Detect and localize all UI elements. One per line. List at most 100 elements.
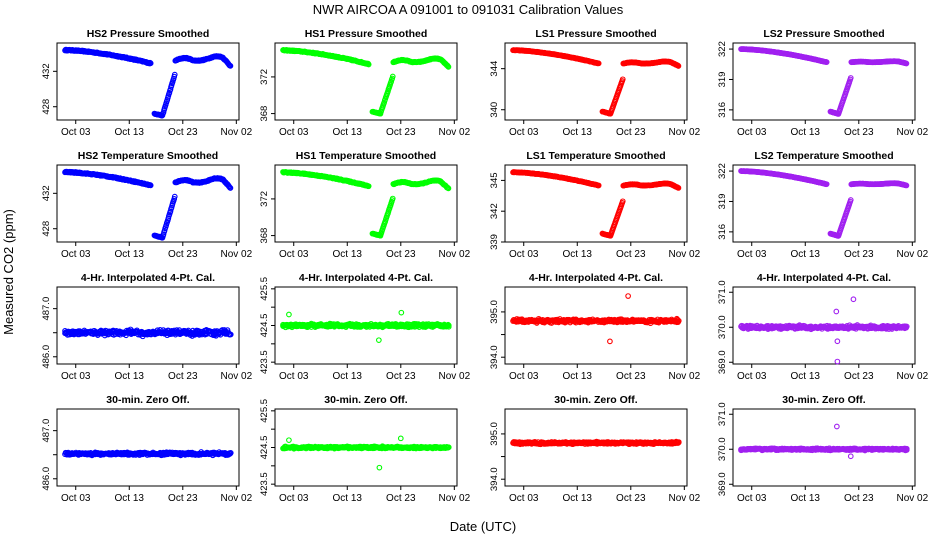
- x-tick-label: Oct 03: [61, 371, 91, 382]
- data-points: [511, 170, 681, 238]
- y-tick-label: 340: [489, 102, 500, 118]
- y-tick-label: 432: [41, 63, 52, 79]
- x-tick-label: Oct 03: [509, 493, 539, 504]
- panel-title: LS1 Temperature Smoothed: [526, 150, 665, 162]
- data-point: [377, 338, 382, 343]
- x-tick-label: Oct 13: [333, 127, 363, 138]
- plot-frame: [505, 409, 687, 486]
- x-tick-label: Oct 13: [791, 127, 821, 138]
- plot-frame: [57, 409, 239, 486]
- panel-title: 4-Hr. Interpolated 4-Pt. Cal.: [81, 272, 215, 284]
- data-point: [398, 436, 403, 441]
- x-tick-label: Nov 02: [220, 127, 252, 138]
- x-tick-label: Oct 13: [563, 127, 593, 138]
- y-tick-label: 342: [489, 203, 500, 219]
- panel-title: 30-min. Zero Off.: [324, 394, 408, 406]
- x-tick-label: Oct 13: [333, 249, 363, 260]
- data-point: [834, 309, 839, 314]
- x-tick-label: Oct 23: [168, 371, 198, 382]
- data-points: [739, 297, 909, 364]
- plot-frame: [505, 287, 687, 364]
- panel-title: 30-min. Zero Off.: [554, 394, 638, 406]
- y-tick-label: 370.0: [717, 315, 728, 339]
- x-tick-label: Oct 23: [168, 493, 198, 504]
- data-point: [377, 465, 382, 470]
- x-tick-label: Oct 23: [844, 371, 874, 382]
- x-tick-label: Oct 03: [509, 127, 539, 138]
- x-tick-label: Oct 23: [386, 249, 416, 260]
- y-tick-label: 344: [489, 61, 500, 77]
- x-tick-label: Oct 03: [737, 371, 767, 382]
- panel-title: 4-Hr. Interpolated 4-Pt. Cal.: [757, 272, 891, 284]
- x-tick-label: Oct 13: [333, 493, 363, 504]
- y-tick-label: 372: [259, 191, 270, 207]
- x-tick-label: Oct 23: [616, 493, 646, 504]
- x-tick-label: Oct 23: [616, 127, 646, 138]
- x-tick-label: Oct 13: [115, 127, 145, 138]
- x-tick-label: Oct 13: [115, 493, 145, 504]
- x-tick-label: Oct 23: [844, 249, 874, 260]
- x-tick-label: Oct 23: [616, 249, 646, 260]
- x-tick-label: Oct 13: [563, 371, 593, 382]
- plot-frame: [733, 165, 915, 242]
- data-points: [63, 327, 233, 339]
- y-tick-label: 423.5: [259, 350, 270, 374]
- y-tick-label: 339: [489, 234, 500, 250]
- x-tick-label: Nov 02: [438, 371, 470, 382]
- y-tick-label: 368: [259, 106, 270, 122]
- x-tick-label: Oct 13: [791, 249, 821, 260]
- x-tick-label: Oct 03: [737, 249, 767, 260]
- x-tick-label: Oct 23: [386, 371, 416, 382]
- panel-title: HS1 Temperature Smoothed: [296, 150, 436, 162]
- data-point: [608, 339, 613, 344]
- panel-title: LS1 Pressure Smoothed: [535, 28, 656, 40]
- data-points: [739, 47, 909, 117]
- x-tick-label: Oct 13: [563, 493, 593, 504]
- x-tick-label: Oct 23: [844, 127, 874, 138]
- x-tick-label: Oct 03: [279, 127, 309, 138]
- y-tick-label: 487.0: [41, 419, 52, 443]
- plot-frame: [733, 43, 915, 120]
- x-tick-label: Oct 03: [61, 249, 91, 260]
- x-tick-label: Oct 03: [509, 371, 539, 382]
- data-points: [281, 170, 451, 238]
- y-tick-label: 372: [259, 69, 270, 85]
- data-points: [281, 310, 451, 342]
- x-tick-label: Nov 02: [438, 493, 470, 504]
- x-tick-label: Nov 02: [896, 249, 928, 260]
- x-tick-label: Oct 03: [61, 493, 91, 504]
- y-tick-label: 487.0: [41, 297, 52, 321]
- x-tick-label: Oct 03: [279, 371, 309, 382]
- x-tick-label: Nov 02: [438, 127, 470, 138]
- x-tick-label: Nov 02: [668, 127, 700, 138]
- x-tick-label: Nov 02: [668, 249, 700, 260]
- x-tick-label: Nov 02: [896, 371, 928, 382]
- panel-title: LS2 Pressure Smoothed: [763, 28, 884, 40]
- data-point: [626, 294, 631, 299]
- y-tick-label: 424.5: [259, 314, 270, 338]
- data-points: [63, 169, 233, 240]
- x-tick-label: Oct 23: [168, 127, 198, 138]
- x-tick-label: Nov 02: [220, 371, 252, 382]
- x-tick-label: Oct 03: [509, 249, 539, 260]
- y-tick-label: 428: [41, 221, 52, 237]
- y-tick-label: 322: [717, 41, 728, 57]
- y-tick-label: 425.5: [259, 399, 270, 423]
- y-tick-label: 486.0: [41, 467, 52, 491]
- panel-title: 4-Hr. Interpolated 4-Pt. Cal.: [299, 272, 433, 284]
- y-tick-label: 368: [259, 228, 270, 244]
- y-tick-label: 319: [717, 72, 728, 88]
- y-tick-label: 345: [489, 172, 500, 188]
- plot-frame: [57, 287, 239, 364]
